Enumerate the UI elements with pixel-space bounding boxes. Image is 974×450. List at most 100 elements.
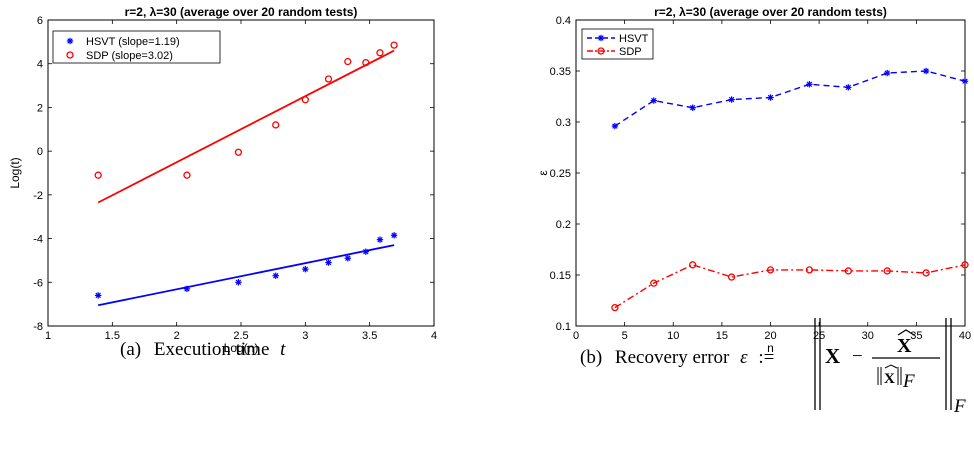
data-point [766,266,775,274]
chart-b-ytick-label: 0.35 [550,66,571,78]
caption-b-main: (b) Recovery error ε := [580,347,774,368]
chart-a-ytick-label: 4 [37,59,43,71]
data-point [235,279,242,286]
data-point [183,285,191,293]
caption-a: (a) Execution time t [120,339,286,360]
data-point [883,267,891,275]
data-point [884,69,891,77]
data-point [845,84,852,91]
chart-b-ytick-label: 0.3 [556,117,571,129]
series-line [614,264,966,309]
chart-b-ytick-label: 0.25 [550,168,571,180]
chart-b-xtick-label: 15 [716,330,728,342]
chart-b-ytick-label: 0.15 [550,270,571,282]
data-point [183,171,191,179]
chart-a-title: r=2, λ=30 (average over 20 random tests) [125,5,358,19]
chart-a-xtick-label: 1 [45,330,51,342]
legend-marker [66,51,74,59]
chart-a-series-sdp [94,41,398,204]
chart-b-xtick-label: 35 [910,330,922,342]
data-point [362,58,370,67]
chart-b-xtick-label: 20 [764,330,776,342]
data-point [325,259,332,266]
chart-b-series-hsvt [611,67,969,130]
data-point [324,75,333,83]
data-point [844,267,852,275]
data-point [611,303,619,312]
legend-entry: SDP (slope=3.02) [86,50,173,62]
data-point [806,81,813,88]
chart-a-xlabel: Log(n) [224,341,259,355]
legend-marker [597,34,605,42]
data-point [767,94,774,101]
formula-denominator-sub: F [902,371,915,392]
formula-x: X [825,344,840,368]
chart-recovery-error: 0 5 10 15 20 25 30 35 40 0.1 0.15 0.2 0.25 0.3 0.35 0.4… [536,5,971,355]
chart-b-xlabel: n [767,341,774,355]
chart-b-xtick-label: 5 [622,330,628,342]
data-point [390,232,398,239]
chart-a-xtick-label: 2.5 [233,330,248,342]
chart-a-xtick-label: 2 [174,330,180,342]
legend-entry: SDP [619,46,642,58]
caption-b-assign: := [758,347,774,368]
chart-b-ytick-label: 0.2 [556,219,571,231]
legend-box [52,30,221,64]
data-point [362,248,370,255]
legend-marker [66,37,74,45]
legend-entry: HSVT (slope=1.19) [86,36,180,48]
data-point [344,255,351,262]
data-point [376,236,384,243]
chart-b-ytick-label: 0.1 [556,321,571,333]
data-point [689,261,697,269]
formula-minus: − [852,346,863,367]
data-point [94,171,102,179]
chart-a-ytick-label: 6 [37,15,43,27]
caption-a-text: Execution time [154,339,270,360]
chart-b-xtick-label: 30 [862,330,874,342]
chart-a-legend: HSVT (slope=1.19) SDP (slope=3.02) [52,30,221,64]
caption-b-label: (b) [580,347,602,368]
data-point [727,273,736,281]
chart-a-xtick-label: 3 [302,330,308,342]
data-point [272,121,280,129]
data-point [922,67,930,75]
chart-b-xtick-label: 40 [959,330,971,342]
chart-a-series-hsvt [94,232,398,307]
chart-b-ylabel: ε [536,170,550,176]
chart-b-xtick-label: 0 [573,330,579,342]
data-point [728,96,735,103]
legend-entry: HSVT [619,33,649,45]
data-point [272,272,279,279]
data-point [650,279,658,287]
chart-a-ytick-label: -4 [33,234,43,246]
caption-b-symbol: ε [740,347,748,368]
chart-a-xtick-label: 3.5 [362,330,377,342]
caption-a-symbol: t [280,339,286,360]
fit-line [97,49,395,204]
data-point [961,78,969,85]
chart-b-series-sdp [611,261,969,312]
chart-a-xtick-label: 4 [431,330,437,342]
data-point [689,104,696,111]
formula-denominator-x: X [884,371,895,387]
data-point [961,261,969,269]
caption-a-label: (a) [120,339,141,360]
caption-b-text: Recovery error [615,347,730,368]
chart-b-xtick-label: 10 [667,330,679,342]
chart-execution-time: 1 1.5 2 2.5 3 3.5 4 -8 -6 -4 -2 0 2 4 6 r=2, λ=30 (aver… [8,5,437,355]
formula-numerator-x: X [897,335,912,357]
chart-b-xtick-label: 25 [813,330,825,342]
data-point [922,269,930,277]
data-point [376,49,384,57]
chart-b-ytick-label: 0.4 [556,15,571,27]
data-point [650,97,657,104]
data-point [234,148,243,156]
data-point [805,266,814,274]
chart-a-ytick-label: -6 [33,277,43,289]
chart-a-ytick-label: -8 [33,321,43,333]
data-point [302,265,309,273]
formula-outer-sub: F [953,396,966,417]
